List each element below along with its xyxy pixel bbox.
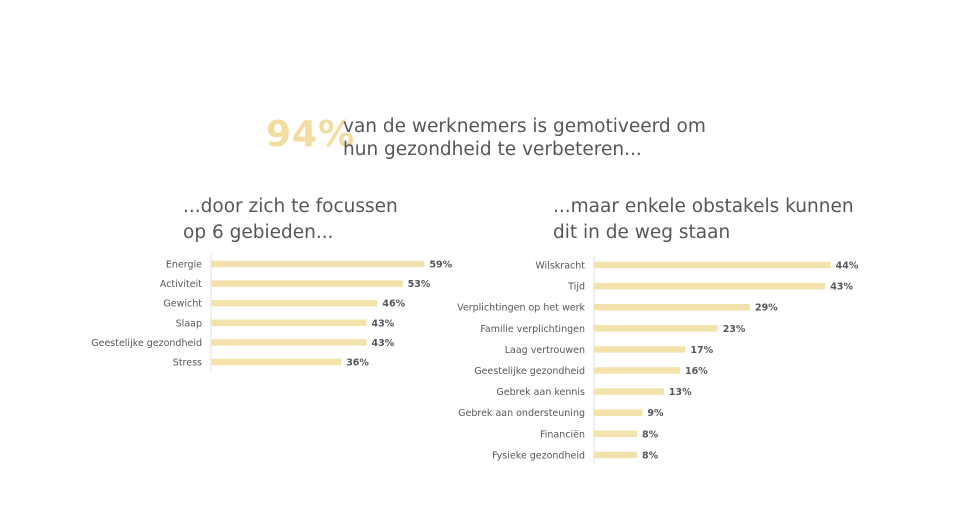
right-bar <box>594 346 686 353</box>
right-bar-chart: Wilskracht 44% Tijd 43% Verplichtingen op he… <box>457 255 859 465</box>
left-chart-title-line-2: op 6 gebieden... <box>183 222 334 243</box>
headline-line-2: hun gezondheid te verbeteren... <box>343 139 642 160</box>
left-bar <box>211 299 378 307</box>
right-value-label: 17% <box>690 345 713 356</box>
right-bar <box>594 261 831 269</box>
left-category-label: Stress <box>173 358 202 369</box>
left-value-label: 59% <box>429 260 452 271</box>
left-bar-chart: Energie 59% Activiteit 53% Gewicht 46% Slaap 43… <box>91 254 453 372</box>
left-chart-title-line-1: ...door zich te focussen <box>183 196 398 217</box>
right-category-label: Fysieke gezondheid <box>492 450 585 461</box>
right-bar <box>594 430 638 438</box>
right-category-label: Wilskracht <box>535 261 585 272</box>
left-bar <box>211 339 367 346</box>
right-category-label: Financiën <box>540 429 585 440</box>
left-category-label: Slaap <box>176 318 202 329</box>
left-bar <box>211 280 403 287</box>
right-value-label: 23% <box>723 324 746 335</box>
right-bar <box>594 451 638 459</box>
right-category-label: Geestelijke gezondheid <box>474 366 585 377</box>
left-value-label: 53% <box>408 279 431 290</box>
right-value-label: 29% <box>755 303 778 314</box>
right-bar <box>594 388 664 395</box>
left-category-label: Gewicht <box>163 299 202 310</box>
right-value-label: 8% <box>642 450 659 461</box>
right-bar <box>594 303 750 311</box>
right-category-label: Gebrek aan ondersteuning <box>458 408 585 419</box>
right-value-label: 9% <box>647 408 664 419</box>
left-chart-title: ...door zich te focussen op 6 gebieden..… <box>183 194 398 246</box>
right-chart-title-line-1: ...maar enkele obstakels kunnen <box>553 196 854 217</box>
headline-percentage: 94% <box>266 114 356 155</box>
right-bar <box>594 409 643 416</box>
right-bar <box>594 367 681 374</box>
left-bar <box>211 260 425 268</box>
left-category-label: Geestelijke gezondheid <box>91 338 202 349</box>
right-chart-title: ...maar enkele obstakels kunnen dit in d… <box>553 194 854 246</box>
right-category-label: Gebrek aan kennis <box>496 387 585 398</box>
right-category-label: Familie verplichtingen <box>480 324 585 335</box>
right-category-label: Laag vertrouwen <box>505 345 585 356</box>
left-bar <box>211 319 367 327</box>
left-value-label: 43% <box>372 338 395 349</box>
right-chart-title-line-2: dit in de weg staan <box>553 222 731 243</box>
headline-line-1: van de werknemers is gemotiveerd om <box>343 116 706 137</box>
right-category-label: Tijd <box>567 282 585 293</box>
left-value-label: 43% <box>372 318 395 329</box>
right-value-label: 44% <box>836 261 859 272</box>
left-bar <box>211 358 342 366</box>
right-value-label: 43% <box>830 282 853 293</box>
left-value-label: 36% <box>346 358 369 369</box>
left-category-label: Activiteit <box>160 279 202 290</box>
right-value-label: 16% <box>685 366 708 377</box>
right-value-label: 13% <box>669 387 692 398</box>
right-bar <box>594 325 718 332</box>
left-category-label: Energie <box>166 260 202 271</box>
right-category-label: Verplichtingen op het werk <box>457 303 585 314</box>
right-value-label: 8% <box>642 429 659 440</box>
right-bar <box>594 282 826 290</box>
left-value-label: 46% <box>382 299 405 310</box>
